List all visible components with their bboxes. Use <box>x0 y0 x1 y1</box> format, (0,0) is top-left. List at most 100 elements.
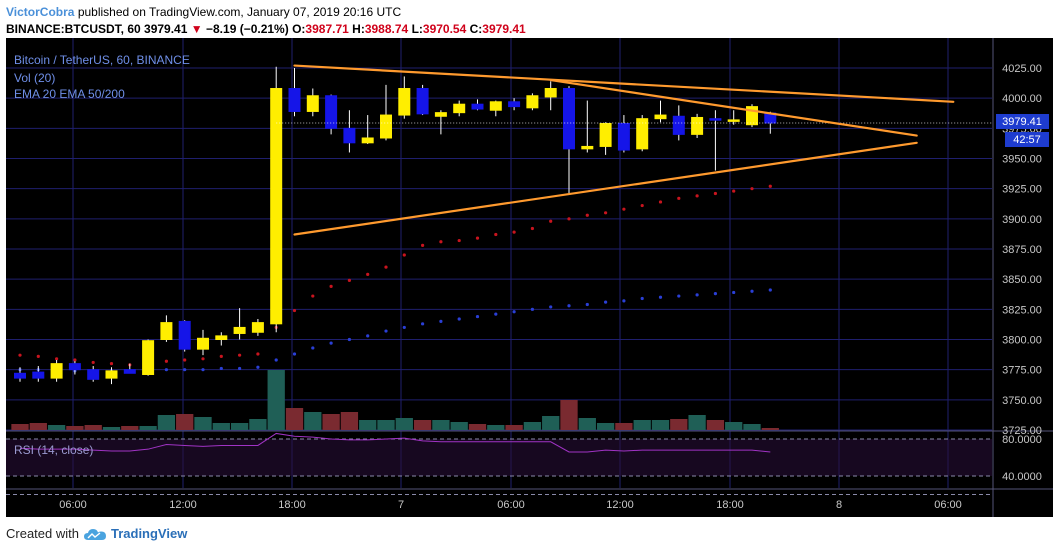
open-value: 3987.71 <box>305 22 349 36</box>
price-tick-label: 3825.00 <box>1002 304 1042 316</box>
volume-bar <box>468 424 487 430</box>
volume-bar <box>267 370 285 430</box>
volume-bar <box>633 420 651 430</box>
candle-body <box>215 335 228 341</box>
trendline <box>293 141 918 236</box>
volume-bars <box>11 370 779 430</box>
ema-fast-point <box>384 265 388 269</box>
countdown-label: 42:57 <box>1013 134 1041 146</box>
volume-bar <box>688 415 706 430</box>
footer: Created with TradingView <box>6 526 187 541</box>
grid <box>6 38 992 488</box>
close-value: 3979.41 <box>482 22 526 36</box>
candle-body <box>32 371 45 379</box>
volume-bar <box>176 414 194 430</box>
volume-bar <box>578 418 596 430</box>
countdown-tag <box>1005 132 1049 147</box>
candle-body <box>160 322 173 340</box>
tradingview-brand[interactable]: TradingView <box>110 526 188 541</box>
candle-body <box>233 326 246 334</box>
volume-bar <box>84 425 102 430</box>
axes: 4025.004000.003975.003950.003925.003900.… <box>6 38 1053 517</box>
price-tick-label: 4000.00 <box>1002 93 1042 105</box>
ema-fast-point <box>530 226 535 231</box>
volume-bar <box>322 414 340 430</box>
candle-body <box>251 322 264 333</box>
candles[interactable] <box>14 66 993 385</box>
candle-body <box>617 123 630 151</box>
volume-bar <box>596 423 615 430</box>
ema-fast-point <box>183 358 187 362</box>
ema-fast-point <box>292 308 297 313</box>
price-tick-label: 3800.00 <box>1002 335 1042 347</box>
candle-body <box>361 137 374 144</box>
candle-body <box>709 118 722 121</box>
ema-slow-point <box>402 325 406 330</box>
ema-fast-point <box>421 243 425 247</box>
down-arrow-icon: ▼ <box>190 22 203 36</box>
price-chart[interactable]: 4025.004000.003975.003950.003925.003900.… <box>0 38 1059 518</box>
volume-bar <box>304 412 322 430</box>
ema-fast-point <box>36 354 40 358</box>
volume-bar <box>450 422 468 430</box>
candle-body <box>489 101 502 111</box>
candle-body <box>105 370 118 379</box>
candle-body <box>654 114 667 120</box>
rsi-label[interactable]: RSI (14, close) <box>14 443 93 457</box>
chart-background <box>6 38 1053 517</box>
ema-slow-point <box>530 307 535 311</box>
ema-slow-point <box>494 312 498 316</box>
volume-bar <box>359 420 377 430</box>
ema-slow-point <box>585 302 589 307</box>
ema-slow-point <box>640 296 644 301</box>
symbol-name: BINANCE:BTCUSDT, 60 <box>6 22 141 36</box>
ema-fast-point <box>622 207 626 211</box>
time-tick-label: 18:00 <box>278 499 306 511</box>
candle-body <box>471 103 484 110</box>
trendline <box>293 64 955 103</box>
legend-ema[interactable]: EMA 20 EMA 50/200 <box>14 87 125 101</box>
volume-bar <box>66 426 84 430</box>
ema-fast-point <box>402 253 406 257</box>
time-tick-label: 18:00 <box>716 499 744 511</box>
volume-bar <box>413 420 432 430</box>
candle-body <box>197 337 209 350</box>
trendlines[interactable] <box>293 64 955 236</box>
price-tick-label: 4025.00 <box>1002 63 1042 75</box>
ema-fast-point <box>475 236 480 240</box>
ema-fast-point <box>604 211 608 215</box>
ema-slow-point <box>622 299 626 303</box>
rsi-line <box>19 432 771 453</box>
ema-slow-point <box>384 329 388 333</box>
candle-body <box>288 88 301 112</box>
time-tick-label: 12:00 <box>169 499 197 511</box>
ema-slow-point <box>732 290 736 295</box>
volume-bar <box>377 420 395 430</box>
volume-bar <box>743 424 761 430</box>
ema-slow-point <box>567 304 571 308</box>
ema-fast-point <box>329 284 333 289</box>
time-tick-label: 12:00 <box>606 499 634 511</box>
low-value: 3970.54 <box>422 22 467 36</box>
ema-slow-point <box>329 341 333 345</box>
ema-fast-point <box>219 354 223 358</box>
candle-body <box>563 88 575 150</box>
legend-title[interactable]: Bitcoin / TetherUS, 60, BINANCE <box>14 53 190 67</box>
candle-body <box>87 369 100 380</box>
ema-fast-point <box>201 357 205 361</box>
author-name[interactable]: VictorCobra <box>6 5 75 19</box>
rsi-tick-label: 40.0000 <box>1002 471 1042 483</box>
candle-body <box>14 372 26 379</box>
ema-slow-point <box>768 288 772 292</box>
legend-volume[interactable]: Vol (20) <box>14 71 55 85</box>
ema-fast-point <box>311 294 315 298</box>
ema-slow-point <box>750 289 754 293</box>
ema-fast-point <box>18 353 22 357</box>
ema-fast-point <box>457 238 461 243</box>
candle-body <box>526 95 539 109</box>
ema-slow-point <box>549 305 553 309</box>
volume-bar <box>212 423 230 430</box>
ema-fast-point <box>73 358 77 362</box>
candle-body <box>508 101 521 108</box>
candle-body <box>380 114 392 139</box>
